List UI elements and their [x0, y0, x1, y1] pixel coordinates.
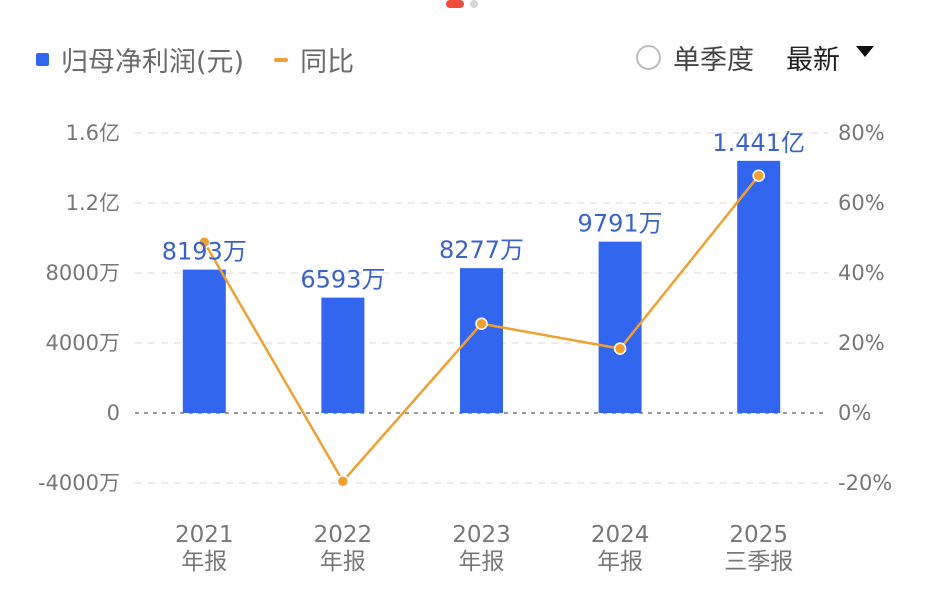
left-axis: 1.6亿 1.2亿 8000万 4000万 0 -4000万: [38, 121, 120, 495]
right-tick-label: 40%: [838, 261, 885, 285]
yoy-point[interactable]: [336, 475, 350, 488]
page-dot[interactable]: [470, 0, 478, 8]
x-tick-period: 年报: [597, 549, 643, 575]
line-legend-label: 同比: [300, 47, 355, 78]
left-tick-label: -4000万: [38, 471, 120, 495]
right-tick-label: 80%: [838, 121, 885, 145]
right-tick-label: 60%: [838, 191, 885, 215]
left-tick-label: 1.2亿: [66, 191, 120, 215]
x-tick-year: 2025: [729, 522, 788, 548]
chart-controls: 单季度 最新: [636, 38, 874, 77]
x-tick-year: 2024: [591, 522, 650, 548]
bar[interactable]: [182, 269, 226, 413]
bar-value-label: 6593万: [300, 266, 385, 294]
left-tick-label: 8000万: [46, 261, 120, 285]
yoy-point[interactable]: [613, 342, 627, 355]
bar-value-label: 9791万: [578, 210, 663, 238]
x-tick-period: 年报: [320, 549, 366, 575]
right-tick-label: 0%: [838, 401, 871, 425]
bar-value-label: 8193万: [162, 238, 247, 266]
quarter-label[interactable]: 单季度: [673, 45, 754, 76]
page-indicator: [446, 0, 478, 10]
bar-value-label: 8277万: [439, 236, 524, 264]
line-series: [198, 169, 765, 488]
bar-legend-label: 归母净利润(元): [61, 47, 245, 78]
left-tick-label: 4000万: [46, 331, 120, 355]
x-tick-period: 年报: [459, 549, 505, 575]
right-tick-label: 20%: [838, 331, 885, 355]
yoy-point[interactable]: [752, 169, 765, 182]
chart-legend: 归母净利润(元) 同比: [36, 40, 354, 79]
line-legend-swatch: [274, 57, 289, 62]
latest-dropdown-label[interactable]: 最新: [786, 45, 840, 76]
chevron-down-icon[interactable]: [856, 46, 874, 57]
bar-series: [182, 160, 781, 413]
right-tick-label: -20%: [838, 471, 892, 495]
left-tick-label: 1.6亿: [66, 121, 120, 145]
bar-value-label: 1.441亿: [712, 129, 805, 157]
bar[interactable]: [737, 160, 781, 413]
grid-lines: [135, 132, 828, 484]
x-tick-year: 2021: [175, 522, 234, 548]
quarter-radio[interactable]: [636, 45, 661, 70]
left-tick-label: 0: [107, 401, 120, 425]
x-tick-year: 2023: [452, 522, 511, 548]
bar[interactable]: [321, 297, 365, 413]
x-tick-year: 2022: [314, 522, 373, 548]
bar[interactable]: [598, 241, 642, 413]
bar-legend-swatch: [36, 53, 49, 66]
yoy-point[interactable]: [475, 317, 488, 330]
right-axis: 80% 60% 40% 20% 0% -20%: [838, 121, 892, 495]
data-labels: 8193万 6593万 8277万 9791万 1.441亿: [162, 129, 805, 294]
yoy-point[interactable]: [198, 235, 211, 249]
page-dot-active[interactable]: [446, 0, 464, 8]
x-tick-period: 三季报: [724, 549, 793, 575]
x-tick-period: 年报: [181, 549, 227, 575]
